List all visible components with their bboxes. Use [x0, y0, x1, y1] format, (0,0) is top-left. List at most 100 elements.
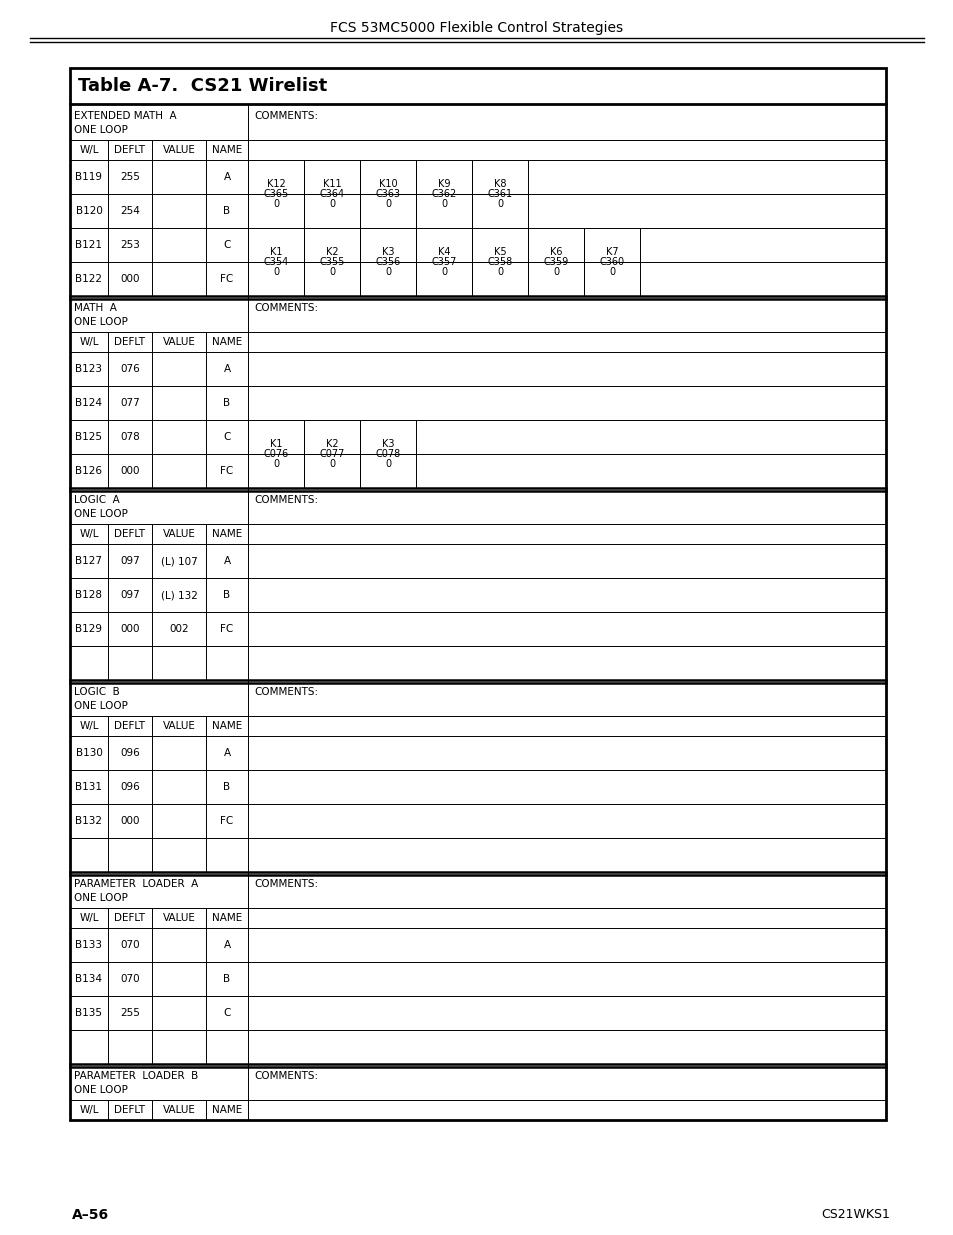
- Text: C356: C356: [375, 257, 400, 267]
- Text: 097: 097: [120, 556, 140, 566]
- Text: B: B: [223, 974, 231, 984]
- Text: K1: K1: [270, 438, 282, 450]
- Text: 0: 0: [329, 459, 335, 469]
- Text: A–56: A–56: [71, 1208, 109, 1221]
- Text: K12: K12: [266, 179, 285, 189]
- Text: DEFLT: DEFLT: [114, 1105, 146, 1115]
- Text: 255: 255: [120, 172, 140, 182]
- Text: (L) 132: (L) 132: [160, 590, 197, 600]
- Text: C: C: [223, 432, 231, 442]
- Text: B134: B134: [75, 974, 102, 984]
- Text: C078: C078: [375, 450, 400, 459]
- Text: FC: FC: [220, 624, 233, 634]
- Text: C357: C357: [431, 257, 456, 267]
- Text: FC: FC: [220, 816, 233, 826]
- Text: DEFLT: DEFLT: [114, 144, 146, 156]
- Text: 077: 077: [120, 398, 140, 408]
- Text: VALUE: VALUE: [162, 913, 195, 923]
- Text: COMMENTS:: COMMENTS:: [253, 878, 317, 888]
- Text: 0: 0: [608, 267, 615, 277]
- Text: K11: K11: [322, 179, 341, 189]
- Bar: [70, 68, 885, 1120]
- Text: MATH  A: MATH A: [74, 303, 117, 312]
- Text: 070: 070: [120, 974, 140, 984]
- Text: LOGIC  B: LOGIC B: [74, 687, 120, 697]
- Text: 0: 0: [553, 267, 558, 277]
- Text: VALUE: VALUE: [162, 529, 195, 538]
- Text: CS21WKS1: CS21WKS1: [821, 1209, 889, 1221]
- Text: B122: B122: [75, 274, 102, 284]
- Text: C359: C359: [543, 257, 568, 267]
- Text: B130: B130: [75, 748, 102, 758]
- Text: DEFLT: DEFLT: [114, 529, 146, 538]
- Text: A: A: [223, 940, 231, 950]
- Text: C: C: [223, 240, 231, 249]
- Text: 0: 0: [384, 267, 391, 277]
- Text: 0: 0: [440, 267, 447, 277]
- Text: W/L: W/L: [79, 913, 99, 923]
- Text: DEFLT: DEFLT: [114, 337, 146, 347]
- Text: C076: C076: [263, 450, 289, 459]
- Text: A: A: [223, 556, 231, 566]
- Text: COMMENTS:: COMMENTS:: [253, 494, 317, 505]
- Text: 0: 0: [384, 199, 391, 209]
- Text: C363: C363: [375, 189, 400, 199]
- Text: B128: B128: [75, 590, 102, 600]
- Text: 0: 0: [497, 267, 502, 277]
- Text: 0: 0: [273, 459, 279, 469]
- Text: NAME: NAME: [212, 913, 242, 923]
- Text: NAME: NAME: [212, 721, 242, 731]
- Text: B: B: [223, 398, 231, 408]
- Text: 096: 096: [120, 748, 140, 758]
- Text: A: A: [223, 364, 231, 374]
- Text: 254: 254: [120, 206, 140, 216]
- Text: VALUE: VALUE: [162, 721, 195, 731]
- Text: FC: FC: [220, 466, 233, 475]
- Text: ONE LOOP: ONE LOOP: [74, 893, 128, 903]
- Text: DEFLT: DEFLT: [114, 913, 146, 923]
- Text: B133: B133: [75, 940, 102, 950]
- Text: B: B: [223, 590, 231, 600]
- Text: K8: K8: [494, 179, 506, 189]
- Text: ONE LOOP: ONE LOOP: [74, 317, 128, 327]
- Text: LOGIC  A: LOGIC A: [74, 494, 120, 505]
- Text: C360: C360: [598, 257, 624, 267]
- Text: B126: B126: [75, 466, 102, 475]
- Text: C365: C365: [263, 189, 289, 199]
- Text: 000: 000: [120, 816, 139, 826]
- Text: 0: 0: [497, 199, 502, 209]
- Text: A: A: [223, 172, 231, 182]
- Text: 078: 078: [120, 432, 140, 442]
- Text: 0: 0: [440, 199, 447, 209]
- Text: W/L: W/L: [79, 337, 99, 347]
- Text: FC: FC: [220, 274, 233, 284]
- Text: W/L: W/L: [79, 721, 99, 731]
- Text: NAME: NAME: [212, 529, 242, 538]
- Text: 0: 0: [384, 459, 391, 469]
- Text: PARAMETER  LOADER  A: PARAMETER LOADER A: [74, 878, 198, 888]
- Text: 070: 070: [120, 940, 140, 950]
- Text: FCS 53MC5000 Flexible Control Strategies: FCS 53MC5000 Flexible Control Strategies: [330, 21, 623, 35]
- Text: ONE LOOP: ONE LOOP: [74, 125, 128, 135]
- Text: (L) 107: (L) 107: [160, 556, 197, 566]
- Text: VALUE: VALUE: [162, 144, 195, 156]
- Text: EXTENDED MATH  A: EXTENDED MATH A: [74, 110, 176, 121]
- Text: Table A-7.  CS21 Wirelist: Table A-7. CS21 Wirelist: [78, 77, 327, 95]
- Text: ONE LOOP: ONE LOOP: [74, 1084, 128, 1095]
- Text: 000: 000: [120, 624, 139, 634]
- Text: A: A: [223, 748, 231, 758]
- Text: K9: K9: [437, 179, 450, 189]
- Text: K4: K4: [437, 247, 450, 257]
- Text: B135: B135: [75, 1008, 102, 1018]
- Text: 096: 096: [120, 782, 140, 792]
- Text: K3: K3: [381, 438, 394, 450]
- Text: K1: K1: [270, 247, 282, 257]
- Text: 0: 0: [329, 199, 335, 209]
- Text: ONE LOOP: ONE LOOP: [74, 701, 128, 711]
- Text: B131: B131: [75, 782, 102, 792]
- Text: K7: K7: [605, 247, 618, 257]
- Text: COMMENTS:: COMMENTS:: [253, 1071, 317, 1081]
- Text: B121: B121: [75, 240, 102, 249]
- Text: B125: B125: [75, 432, 102, 442]
- Text: COMMENTS:: COMMENTS:: [253, 303, 317, 312]
